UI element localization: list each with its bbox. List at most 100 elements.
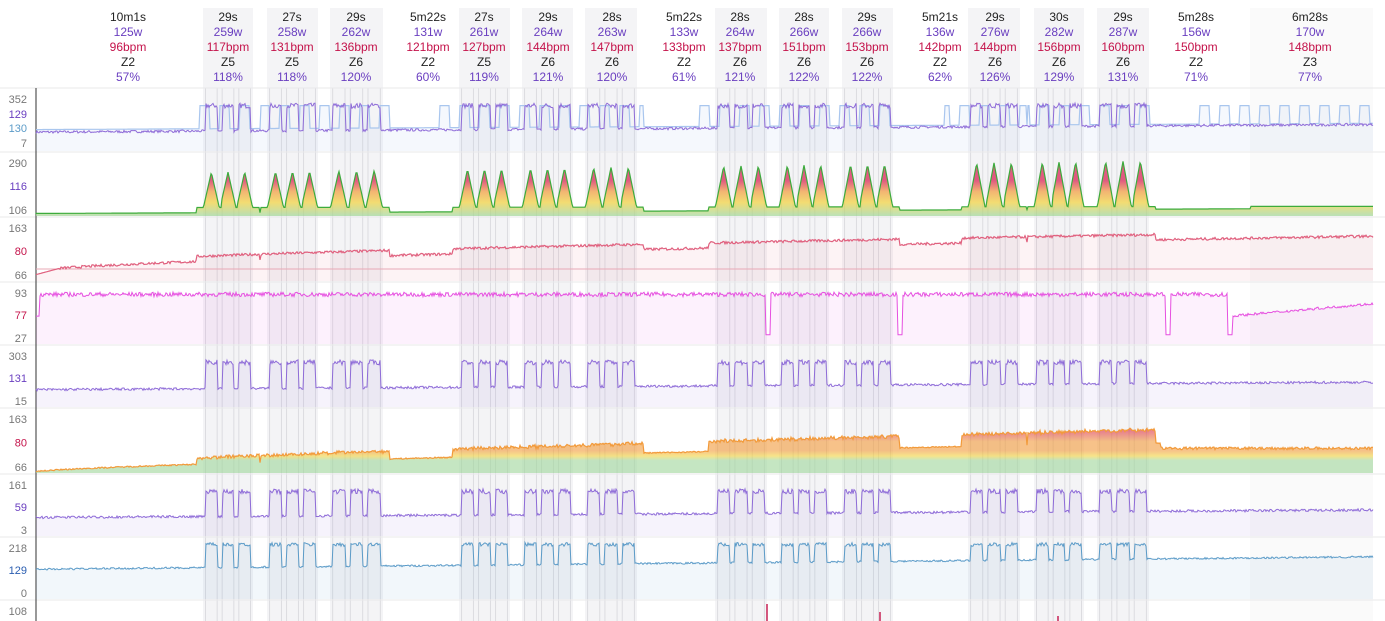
work-interval-band[interactable]	[330, 8, 383, 621]
interval-hr: 160bpm	[1101, 40, 1144, 54]
work-interval-band[interactable]	[715, 8, 767, 621]
interval-hr: 137bpm	[718, 40, 761, 54]
power-line[interactable]	[35, 101, 1374, 135]
interval-zone: Z2	[121, 55, 135, 69]
hr-zone-line-2[interactable]	[35, 427, 1374, 473]
row-power-2-ticks: 303 131 15	[9, 351, 27, 408]
interval-hr: 142bpm	[918, 40, 961, 54]
tick-label: 15	[15, 396, 27, 408]
hr-zone-series-2[interactable]	[35, 427, 1374, 473]
interval-pct: 62%	[928, 70, 952, 84]
tick-label: 163	[9, 223, 27, 235]
tick-label: 218	[9, 543, 27, 555]
interval-zone: Z6	[1116, 55, 1130, 69]
cadence-series[interactable]	[36, 290, 1374, 344]
interval-zone: Z2	[1189, 55, 1203, 69]
series-area	[36, 292, 1373, 344]
work-interval-band[interactable]	[522, 8, 573, 621]
row-power-3-ticks: 161 59 3	[9, 480, 27, 537]
interval-zone: Z6	[733, 55, 747, 69]
row-hr-zones-2-ticks: 163 80 66	[9, 414, 27, 474]
final-interval-band[interactable]	[1250, 8, 1373, 621]
series-area	[36, 488, 1373, 536]
interval-pct: 61%	[672, 70, 696, 84]
power-target-line[interactable]	[36, 105, 1373, 131]
series-area	[36, 359, 1373, 407]
interval-power: 282w	[1045, 25, 1074, 39]
hr-zone-line[interactable]	[35, 161, 1373, 214]
interval-pct: 118%	[277, 70, 307, 84]
row-speed-ticks: 218 129 0	[9, 543, 27, 600]
power-3-series[interactable]	[35, 486, 1374, 536]
interval-duration: 5m22s	[410, 10, 446, 24]
interval-pct: 122%	[852, 70, 883, 84]
tick-label: 161	[9, 480, 27, 492]
interval-pct: 57%	[116, 70, 140, 84]
work-interval-band[interactable]	[459, 8, 510, 621]
interval-duration: 29s	[985, 10, 1004, 24]
work-interval-band[interactable]	[1034, 8, 1084, 621]
work-interval-band[interactable]	[585, 8, 637, 621]
work-interval-band[interactable]	[968, 8, 1020, 621]
interval-hr: 121bpm	[406, 40, 449, 54]
extra-series[interactable]	[766, 604, 1059, 621]
interval-pct: 122%	[789, 70, 820, 84]
interval-power: 258w	[278, 25, 307, 39]
interval-zone: Z6	[349, 55, 363, 69]
tick-label: 7	[21, 138, 27, 150]
interval-zone: Z6	[1052, 55, 1066, 69]
interval-duration: 5m28s	[1178, 10, 1214, 24]
tick-label: 3	[21, 525, 27, 537]
interval-power: 266w	[853, 25, 882, 39]
tick-label: 129	[9, 109, 27, 121]
interval-pct: 121%	[725, 70, 756, 84]
interval-pct: 118%	[213, 70, 243, 84]
interval-power: 259w	[214, 25, 243, 39]
tick-label: 163	[9, 414, 27, 426]
tick-label: 106	[9, 205, 27, 217]
interval-hr: 144bpm	[973, 40, 1016, 54]
interval-duration: 29s	[1113, 10, 1132, 24]
power-3-line[interactable]	[35, 486, 1374, 520]
power-2-series[interactable]	[35, 358, 1374, 407]
interval-zone: Z2	[421, 55, 435, 69]
interval-zone: Z3	[1303, 55, 1317, 69]
interval-hr: 147bpm	[590, 40, 633, 54]
interval-power: 263w	[598, 25, 627, 39]
interval-power: 261w	[470, 25, 499, 39]
interval-hr: 136bpm	[334, 40, 377, 54]
work-interval-band[interactable]	[203, 8, 253, 621]
speed-line[interactable]	[35, 540, 1374, 571]
interval-power: 133w	[670, 25, 699, 39]
tick-label: 80	[15, 438, 27, 450]
work-interval-band[interactable]	[779, 8, 829, 621]
tick-label: 290	[9, 158, 27, 170]
speed-series[interactable]	[35, 540, 1374, 599]
tick-label: 59	[15, 502, 27, 514]
heart-rate-series[interactable]	[35, 232, 1374, 281]
heart-rate-line[interactable]	[35, 232, 1374, 276]
power-series[interactable]	[35, 101, 1374, 151]
interval-power: 125w	[114, 25, 143, 39]
power-2-line[interactable]	[35, 358, 1374, 392]
hr-zone-series-1[interactable]	[35, 161, 1373, 216]
interval-hr: 133bpm	[662, 40, 705, 54]
interval-duration: 29s	[538, 10, 557, 24]
interval-zone: Z5	[285, 55, 299, 69]
tick-label: 77	[15, 310, 27, 322]
interval-pct: 119%	[469, 70, 499, 84]
interval-power: 264w	[726, 25, 755, 39]
interval-duration: 5m21s	[922, 10, 958, 24]
cadence-line[interactable]	[36, 290, 1374, 336]
tick-label: 27	[15, 333, 27, 345]
tick-label: 130	[9, 123, 27, 135]
work-interval-band[interactable]	[842, 8, 893, 621]
interval-duration: 27s	[282, 10, 301, 24]
hr-zone-area	[36, 161, 1373, 216]
interval-hr: 127bpm	[462, 40, 505, 54]
interval-duration: 6m28s	[1292, 10, 1328, 24]
interval-zone: Z2	[933, 55, 947, 69]
row-hr-zones-1-ticks: 290 116 106	[9, 158, 27, 217]
interval-pct: 77%	[1298, 70, 1322, 84]
